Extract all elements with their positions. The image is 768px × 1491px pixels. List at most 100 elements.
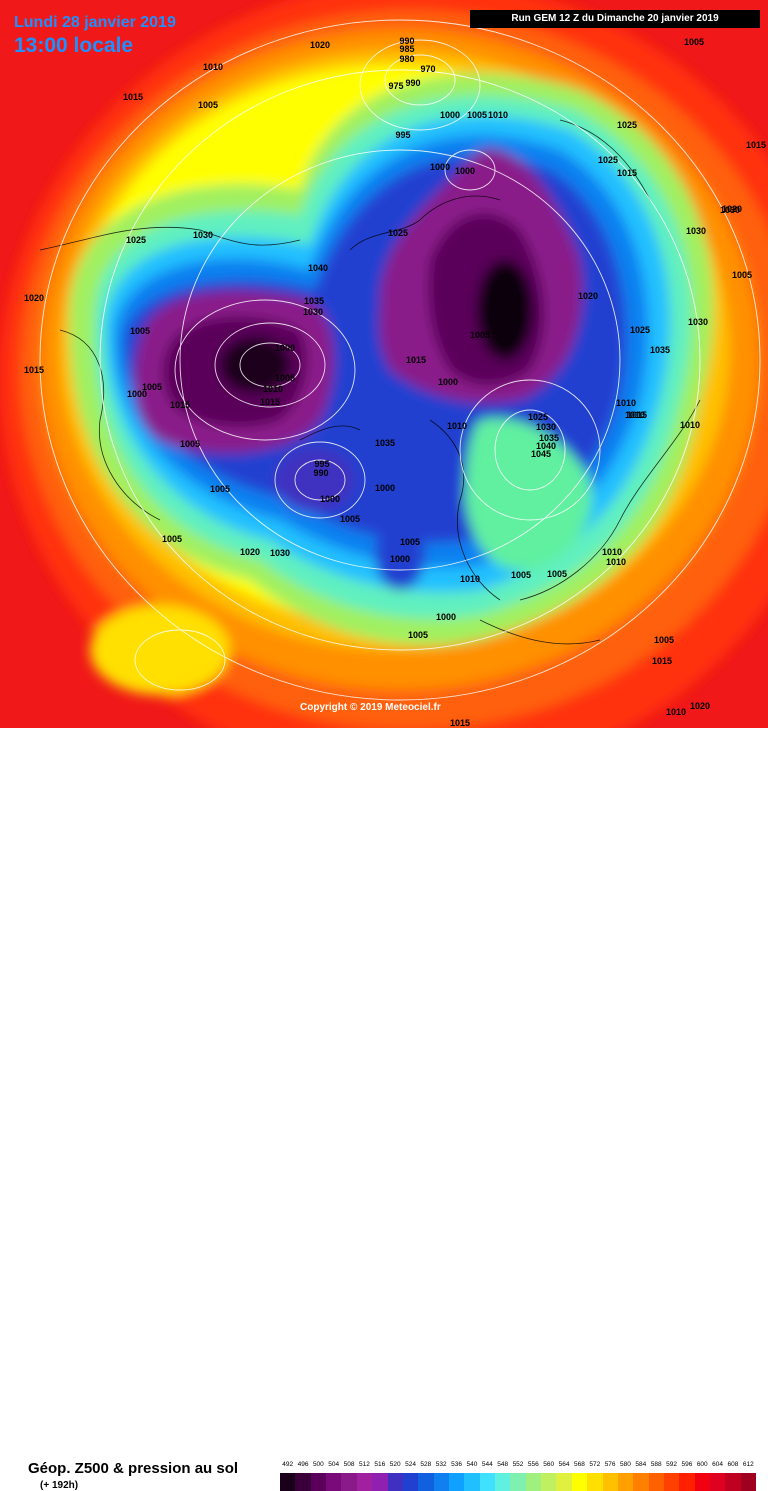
forecast-time: 13:00 locale (14, 34, 134, 57)
legend-swatch (495, 1473, 511, 1491)
legend-value: 524 (405, 1461, 416, 1468)
isobar-pressure-label: 1030 (193, 230, 213, 240)
copyright: Copyright © 2019 Meteociel.fr (300, 702, 441, 713)
isobar-pressure-label: 1000 (320, 494, 340, 504)
isobar-pressure-label: 1000 (430, 162, 450, 172)
legend-swatch (510, 1473, 526, 1491)
isobar-pressure-label: 1025 (388, 228, 408, 238)
isobar-pressure-label: 1020 (690, 701, 710, 711)
legend-value: 532 (435, 1461, 447, 1468)
isobar-pressure-label: 1015 (170, 400, 190, 410)
isobar-pressure-label: 1005 (470, 330, 490, 340)
legend-swatch (295, 1473, 311, 1491)
isobar-pressure-label: 1040 (308, 263, 328, 273)
isobar-pressure-label: 1025 (617, 120, 637, 130)
isobar-pressure-label: 1030 (536, 422, 556, 432)
isobar-pressure-label: 1005 (400, 537, 420, 547)
legend-value: 492 (282, 1461, 294, 1468)
isobar-pressure-label: 1015 (450, 718, 470, 728)
isobar-pressure-label: 1005 (180, 439, 200, 449)
isobar-pressure-label: 1005 (547, 569, 567, 579)
legend-value: 516 (374, 1461, 386, 1468)
legend-swatch (372, 1473, 388, 1491)
legend-value: 584 (635, 1461, 647, 1468)
isobar-pressure-label: 1000 (455, 166, 475, 176)
isobar-pressure-label: 1005 (467, 110, 487, 120)
legend-value: 596 (681, 1461, 693, 1468)
isobar-pressure-label: 1010 (616, 398, 636, 408)
legend-swatch (326, 1473, 342, 1491)
legend-swatch (356, 1473, 373, 1491)
legend-swatch (479, 1473, 496, 1491)
isobar-pressure-label: 1015 (260, 397, 280, 407)
legend-value: 536 (451, 1461, 463, 1468)
isobar-pressure-label: 995 (314, 459, 329, 469)
isobar-pressure-label: 1000 (438, 377, 458, 387)
legend-value: 556 (527, 1461, 539, 1468)
isobar-pressure-label: 1010 (602, 547, 622, 557)
isobar-pressure-label: 1005 (275, 373, 295, 383)
legend-value: 612 (742, 1461, 754, 1468)
isobar-pressure-label: 1020 (310, 40, 330, 50)
legend-swatch (418, 1473, 434, 1491)
legend-swatch (541, 1473, 557, 1491)
isobar-pressure-label: 1040 (536, 441, 556, 451)
isobar-pressure-label: 1015 (24, 365, 44, 375)
legend-value: 508 (343, 1461, 355, 1468)
legend-swatch (633, 1473, 649, 1491)
legend-value: 512 (359, 1461, 370, 1468)
isobar-pressure-label: 1000 (440, 110, 460, 120)
isobar-pressure-label: 1025 (630, 325, 650, 335)
legend-value: 520 (389, 1461, 401, 1468)
footer: Géop. Z500 & pression au sol (+ 192h) 49… (0, 728, 768, 1491)
isobar-pressure-label: 1015 (123, 92, 143, 102)
legend-swatch (679, 1473, 695, 1491)
isobar-pressure-label: 1005 (654, 635, 674, 645)
isobar-pressure-label: 1030 (688, 317, 708, 327)
isobar-pressure-label: 995 (395, 130, 410, 140)
isobar-pressure-label: 1020 (240, 547, 260, 557)
legend-value: 496 (297, 1461, 309, 1468)
color-legend: 492 496 500 504 508 512 516 520 524 528 532 536 540 5… (280, 1461, 757, 1491)
legend-value: 564 (558, 1461, 570, 1468)
model-run-label: Run GEM 12 Z du Dimanche 20 janvier 2019 (470, 10, 760, 28)
isobar-pressure-label: 1010 (447, 421, 467, 431)
legend-swatch (602, 1473, 618, 1491)
isobar-pressure-label: 1020 (722, 204, 742, 214)
isobar-pressure-label: 1010 (460, 574, 480, 584)
isobar-pressure-label: 1010 (625, 410, 645, 420)
legend-value: 568 (573, 1461, 585, 1468)
legend-labels: 492 496 500 504 508 512 516 520 524 528 532 536 540 5… (280, 1461, 756, 1471)
legend-swatch (525, 1473, 542, 1491)
isobar-pressure-label: 1005 (162, 534, 182, 544)
legend-swatch (725, 1473, 741, 1491)
product-title: Géop. Z500 & pression au sol (28, 1460, 239, 1477)
isobar-pressure-label: 1015 (627, 410, 647, 420)
z500-color-field (0, 0, 768, 728)
isobar-pressure-label: 1005 (210, 484, 230, 494)
isobar-pressure-label: 1030 (686, 226, 706, 236)
legend-swatch (617, 1473, 634, 1491)
isobar-pressure-label: 1005 (408, 630, 428, 640)
isobar-pressure-label: 1005 (198, 100, 218, 110)
isobar-pressure-label: 1000 (390, 554, 410, 564)
legend-swatch (587, 1473, 603, 1491)
isobar-pressure-label: 975 (388, 81, 403, 91)
legend-swatch (694, 1473, 711, 1491)
isobar-pressure-label: 1005 (130, 326, 150, 336)
legend-swatch (387, 1473, 403, 1491)
isobar-pressure-label: 1005 (732, 270, 752, 280)
isobar-pressure-label: 970 (420, 64, 435, 74)
isobar-pressure-label: 1030 (720, 205, 740, 215)
isobar-pressure-label: 1010 (606, 557, 626, 567)
legend-swatch (280, 1473, 296, 1491)
legend-swatch (310, 1473, 327, 1491)
legend-value: 592 (666, 1461, 677, 1468)
isobar-pressure-label: 1035 (375, 438, 395, 448)
isobar-pressure-label: 1015 (652, 656, 672, 666)
isobar-pressure-label: 1035 (650, 345, 670, 355)
isobar-pressure-label: 985 (399, 44, 414, 54)
isobar-pressure-label: 1000 (275, 343, 295, 353)
